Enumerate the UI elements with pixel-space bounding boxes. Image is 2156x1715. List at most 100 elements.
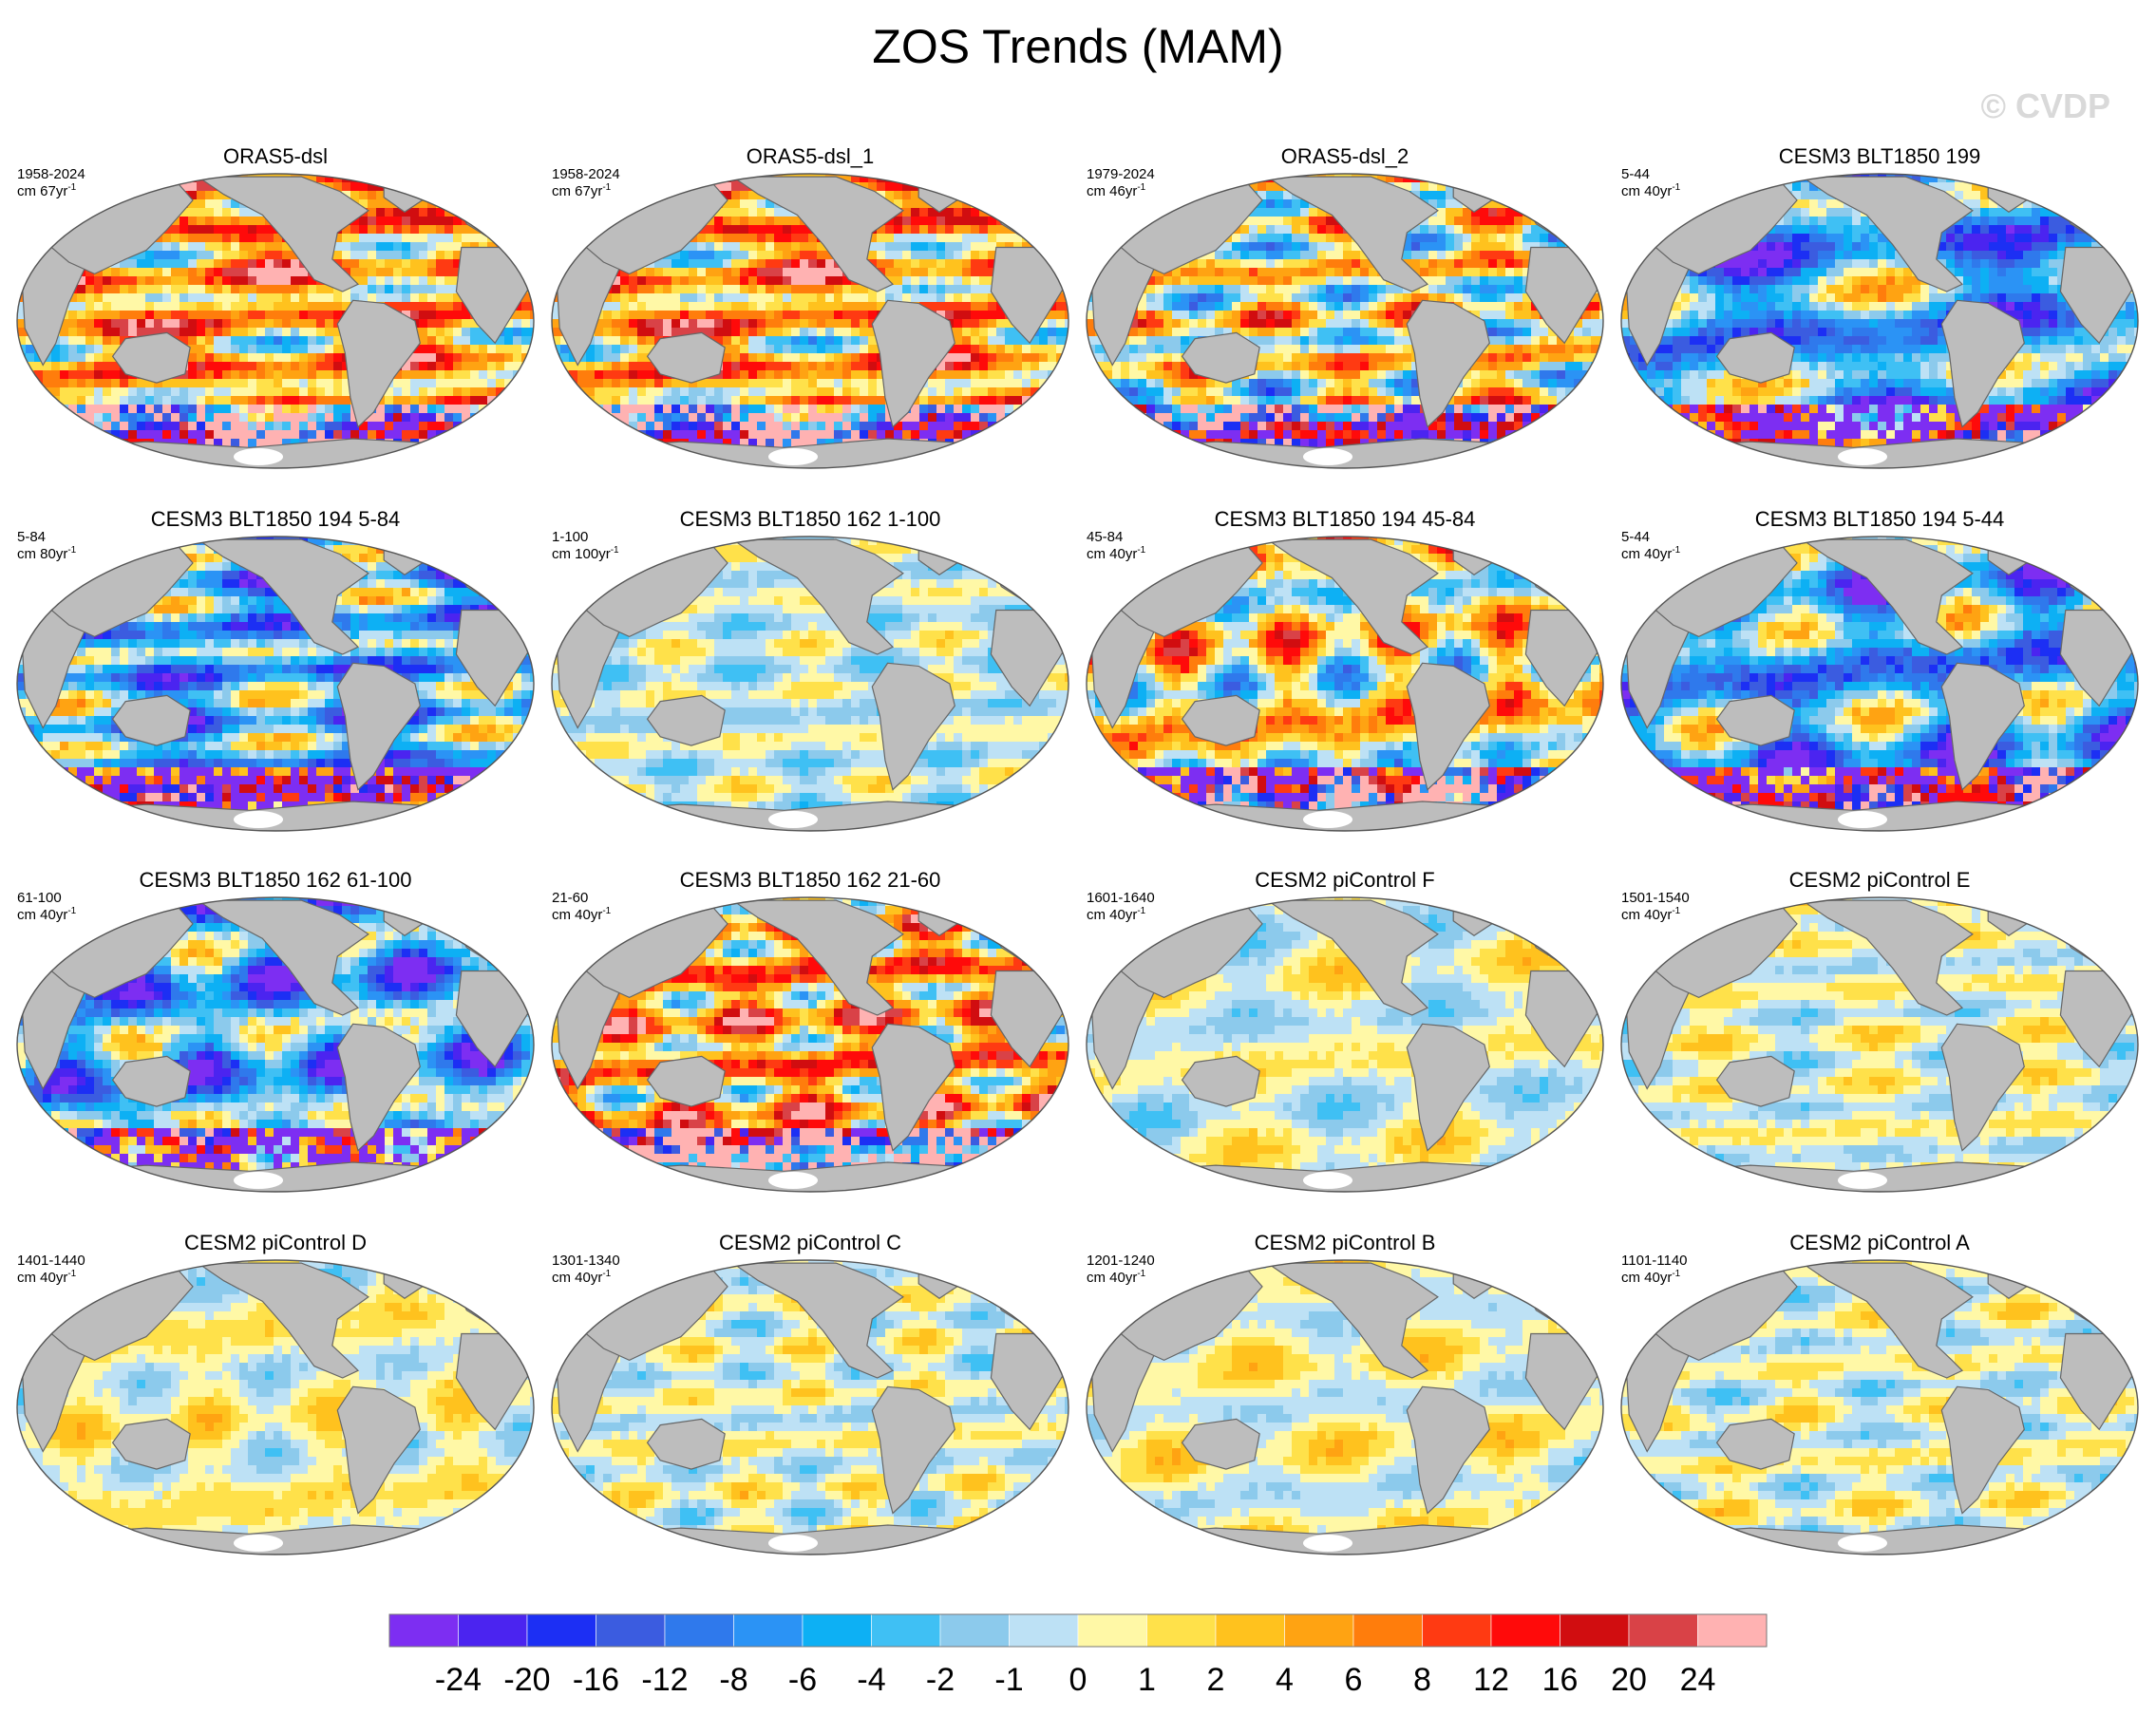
field-cell — [265, 276, 274, 286]
field-cell — [504, 328, 514, 337]
field-cell — [299, 405, 309, 414]
field-cell — [766, 422, 775, 431]
field-cell — [877, 370, 886, 380]
field-cell — [265, 319, 274, 329]
field-cell — [1471, 405, 1481, 414]
field-cell — [1172, 345, 1182, 354]
field-cell — [85, 319, 95, 329]
field-cell — [817, 379, 826, 388]
field-cell — [265, 225, 274, 235]
field-cell — [239, 413, 249, 423]
field-cell — [256, 413, 266, 423]
field-cell — [350, 413, 360, 423]
field-cell — [1198, 319, 1207, 329]
field-cell — [1181, 302, 1190, 311]
field-cell — [316, 405, 326, 414]
field-cell — [825, 293, 835, 303]
field-cell — [1240, 405, 1250, 414]
field-cell — [299, 311, 309, 320]
field-cell — [350, 182, 360, 192]
field-cell — [671, 396, 681, 405]
field-cell — [612, 328, 621, 337]
globe-outline — [551, 173, 1069, 469]
field-cell — [1300, 302, 1310, 311]
field-cell — [1360, 276, 1370, 286]
field-cell — [1360, 405, 1370, 414]
field-cell — [766, 251, 775, 260]
field-cell — [85, 353, 95, 363]
field-cell — [145, 413, 155, 423]
field-cell — [637, 276, 647, 286]
field-cell — [748, 328, 758, 337]
field-cell — [1437, 242, 1447, 252]
field-cell — [1258, 293, 1267, 303]
field-cell — [1591, 328, 1600, 337]
field-cell — [1189, 422, 1199, 431]
field-cell — [1283, 276, 1293, 286]
field-cell — [971, 268, 980, 277]
field-cell — [1292, 199, 1301, 209]
field-cell — [393, 217, 403, 226]
field-cell — [120, 293, 129, 303]
field-cell — [462, 370, 471, 380]
field-cell — [1317, 336, 1327, 346]
field-cell — [808, 242, 818, 252]
field-cell — [800, 234, 809, 243]
field-cell — [714, 217, 724, 226]
field-cell — [479, 242, 488, 252]
field-cell — [962, 302, 972, 311]
field-cell — [1223, 251, 1233, 260]
field-cell — [1394, 285, 1404, 294]
field-cell — [1334, 345, 1344, 354]
field-cell — [911, 217, 920, 226]
field-cell — [1249, 251, 1258, 260]
field-cell — [825, 422, 835, 431]
field-cell — [214, 191, 223, 200]
field-cell — [1048, 311, 1057, 320]
field-cell — [333, 242, 343, 252]
field-cell — [402, 268, 411, 277]
field-cell — [714, 336, 724, 346]
field-cell — [868, 379, 878, 388]
field-cell — [860, 387, 869, 397]
field-cell — [885, 182, 895, 192]
field-cell — [145, 379, 155, 388]
field-cell — [919, 405, 929, 414]
field-cell — [1317, 225, 1327, 235]
field-cell — [1206, 302, 1216, 311]
field-cell — [1146, 293, 1156, 303]
field-cell — [1505, 259, 1515, 269]
field-cell — [612, 276, 621, 286]
field-cell — [1317, 302, 1327, 311]
field-cell — [706, 319, 715, 329]
field-cell — [979, 251, 989, 260]
field-cell — [1155, 302, 1164, 311]
field-cell — [689, 311, 698, 320]
field-cell — [359, 199, 369, 209]
field-cell — [180, 225, 189, 235]
field-cell — [282, 328, 292, 337]
field-cell — [188, 302, 198, 311]
field-cell — [885, 217, 895, 226]
field-cell — [603, 319, 613, 329]
field-cell — [1031, 362, 1040, 371]
field-cell — [282, 285, 292, 294]
field-cell — [1505, 319, 1515, 329]
field-cell — [1480, 208, 1489, 217]
field-cell — [1420, 217, 1429, 226]
field-cell — [308, 387, 317, 397]
field-cell — [1386, 311, 1395, 320]
field-cell — [462, 387, 471, 397]
field-cell — [971, 259, 980, 269]
field-cell — [162, 422, 172, 431]
field-cell — [1292, 370, 1301, 380]
field-cell — [1249, 208, 1258, 217]
field-cell — [265, 387, 274, 397]
field-cell — [222, 413, 232, 423]
field-cell — [128, 285, 138, 294]
field-cell — [1488, 217, 1498, 226]
field-cell — [111, 396, 121, 405]
field-cell — [197, 396, 206, 405]
field-cell — [1275, 225, 1284, 235]
field-cell — [877, 234, 886, 243]
